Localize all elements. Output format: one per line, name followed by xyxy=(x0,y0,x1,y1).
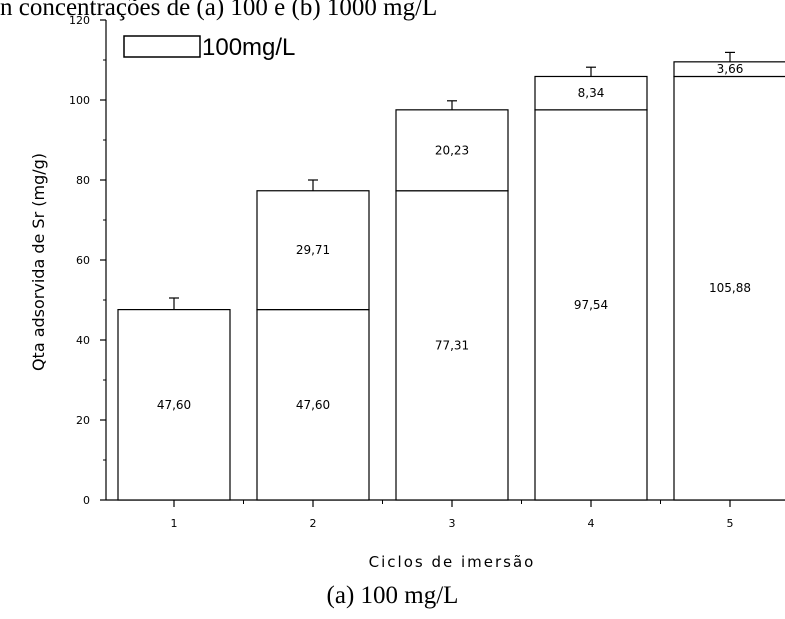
legend-label: 100mg/L xyxy=(202,34,295,61)
bars-group: 47,60 47,60 29,71 77,31 20,23 97,54 8,34 105,88… xyxy=(117,51,785,501)
figure-caption: (a) 100 mg/L xyxy=(326,582,459,609)
x-tick-label: 5 xyxy=(727,517,734,530)
x-tick-label: 2 xyxy=(310,517,317,530)
y-tick-label: 60 xyxy=(76,254,90,267)
y-tick-label: 20 xyxy=(76,414,90,427)
x-tick-label: 1 xyxy=(171,517,178,530)
y-tick-label: 80 xyxy=(76,174,90,187)
x-tick-label: 4 xyxy=(588,517,595,530)
bar-segment-label: 105,88 xyxy=(709,281,751,295)
y-axis: 0 20 40 60 80 100 120 xyxy=(69,14,107,507)
header-text: n concentrações de (a) 100 e (b) 1000 mg… xyxy=(0,0,438,21)
bar-segment-label: 8,34 xyxy=(578,86,605,100)
y-tick-label: 0 xyxy=(83,494,90,507)
bar-segment xyxy=(395,190,509,501)
bar-segment xyxy=(395,109,509,192)
bar-segment-label: 29,71 xyxy=(296,243,330,257)
bar-segment xyxy=(673,75,785,501)
y-tick-label: 100 xyxy=(69,94,90,107)
bar-segment xyxy=(256,190,370,311)
bar-segment xyxy=(117,309,231,501)
bar-segment xyxy=(534,75,648,111)
bar-segment-label: 3,66 xyxy=(717,62,744,76)
bar-segment-label: 97,54 xyxy=(574,298,608,312)
bar-segment xyxy=(534,109,648,501)
legend-swatch xyxy=(123,35,201,58)
y-tick-label: 120 xyxy=(69,14,90,27)
bar-segment-label: 47,60 xyxy=(157,398,191,412)
x-axis-label: Ciclos de imersão xyxy=(369,553,536,571)
legend: 100mg/L xyxy=(123,34,295,61)
x-axis: 1 2 3 4 5 xyxy=(106,499,785,530)
y-axis-label: Qta adsorvida de Sr (mg/g) xyxy=(29,153,48,371)
x-tick-label: 3 xyxy=(449,517,456,530)
y-tick-label: 40 xyxy=(76,334,90,347)
bar-segment-label: 77,31 xyxy=(435,338,469,352)
bar-segment-label: 47,60 xyxy=(296,398,330,412)
bar-segment xyxy=(673,61,785,78)
bar-segment-label: 20,23 xyxy=(435,143,469,157)
